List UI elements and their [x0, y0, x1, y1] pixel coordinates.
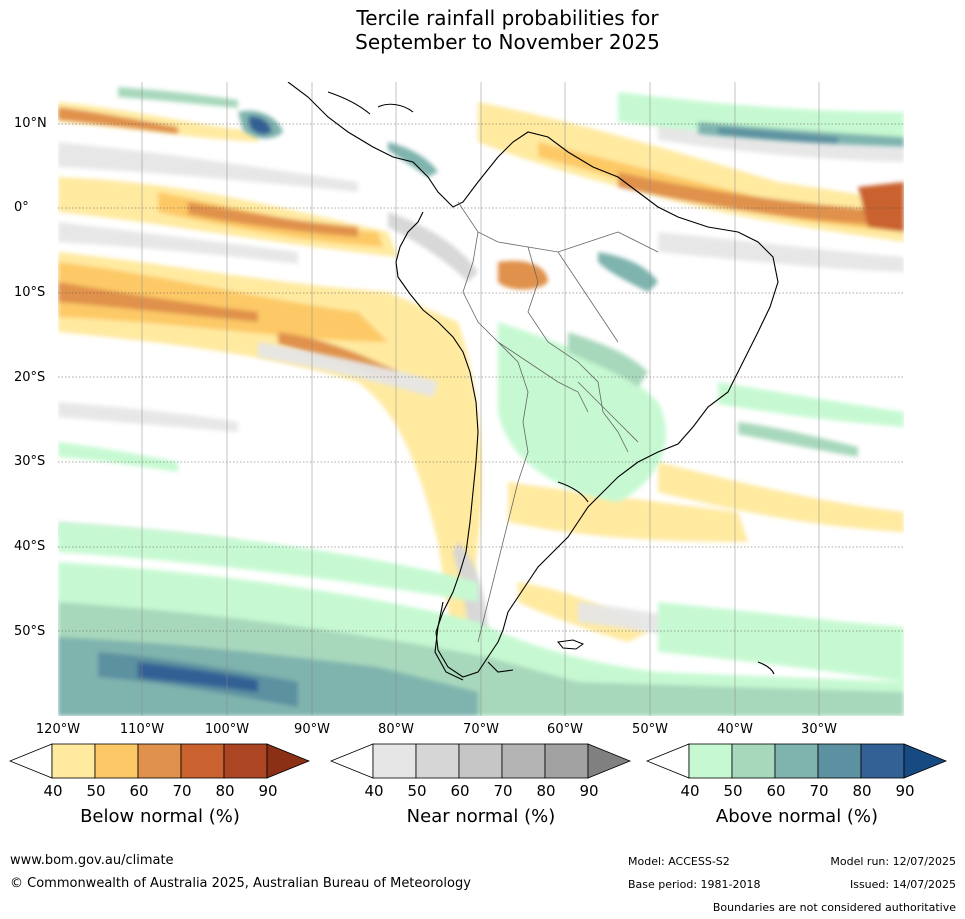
country-borders: [457, 201, 659, 643]
tick-label: 50: [86, 782, 106, 800]
above-normal-high-extension: [903, 743, 948, 779]
lon-label-30w: 30°W: [801, 722, 837, 737]
rainfall-probability-map: [58, 82, 904, 716]
footer-copyright: © Commonwealth of Australia 2025, Austra…: [10, 876, 471, 891]
tick-label: 80: [852, 782, 872, 800]
colorbar-near-title: Near normal (%): [406, 806, 556, 827]
footer-issued: Issued: 14/07/2025: [849, 878, 956, 891]
tick-label: 80: [215, 782, 235, 800]
above-normal-bin-2: [731, 743, 776, 779]
lon-label-110w: 110°W: [119, 722, 165, 737]
lon-label-120w: 120°W: [35, 722, 81, 737]
lat-label-50s: 50°S: [14, 624, 46, 639]
coastline: [287, 82, 779, 681]
lon-label-50w: 50°W: [632, 722, 668, 737]
below-normal-bin-2: [94, 743, 139, 779]
near-normal-low-extension: [330, 743, 374, 779]
below-normal-low-extension: [9, 743, 53, 779]
tick-label: 40: [364, 782, 384, 800]
colorbar-near-normal: [330, 743, 632, 779]
lon-label-70w: 70°W: [463, 722, 499, 737]
lat-label-20s: 20°S: [14, 370, 46, 385]
lat-label-10n: 10°N: [14, 116, 47, 131]
map-title: Tercile rainfall probabilities for Septe…: [0, 6, 965, 54]
near-normal-bin-3: [458, 743, 503, 779]
footer-model: Model: ACCESS-S2: [628, 855, 730, 868]
lat-label-30s: 30°S: [14, 454, 46, 469]
tick-label: 70: [172, 782, 192, 800]
below-normal-high-extension: [266, 743, 311, 779]
tick-label: 90: [258, 782, 278, 800]
above-normal-bin-4: [817, 743, 862, 779]
below-normal-bin-4: [180, 743, 225, 779]
above-normal-bin-3: [774, 743, 819, 779]
near-normal-bin-2: [415, 743, 460, 779]
near-normal-bin-4: [501, 743, 546, 779]
tick-label: 40: [680, 782, 700, 800]
lon-label-100w: 100°W: [204, 722, 250, 737]
tick-label: 70: [809, 782, 829, 800]
tick-label: 60: [766, 782, 786, 800]
near-normal-bin-1: [372, 743, 417, 779]
tick-label: 50: [723, 782, 743, 800]
above-normal-bin-5: [860, 743, 905, 779]
tick-label: 90: [895, 782, 915, 800]
footer-model-run: Model run: 12/07/2025: [830, 855, 956, 868]
map-canvas: [58, 82, 904, 716]
lon-label-90w: 90°W: [294, 722, 330, 737]
tick-label: 90: [579, 782, 599, 800]
tick-label: 70: [493, 782, 513, 800]
footer-base-period: Base period: 1981-2018: [628, 878, 761, 891]
below-normal-shading: [58, 102, 904, 642]
tick-label: 60: [450, 782, 470, 800]
colorbar-above-title: Above normal (%): [715, 806, 879, 827]
lat-label-40s: 40°S: [14, 539, 46, 554]
below-normal-bin-1: [51, 743, 96, 779]
colorbar-below-title: Below normal (%): [80, 806, 240, 827]
tick-label: 60: [129, 782, 149, 800]
lon-label-80w: 80°W: [378, 722, 414, 737]
tick-label: 40: [43, 782, 63, 800]
graticule: [58, 123, 904, 632]
footer-website: www.bom.gov.au/climate: [10, 853, 174, 868]
tick-label: 50: [407, 782, 427, 800]
below-normal-bin-3: [137, 743, 182, 779]
tick-label: 80: [536, 782, 556, 800]
colorbar-above-normal: [646, 743, 948, 779]
below-normal-bin-5: [223, 743, 268, 779]
above-normal-low-extension: [646, 743, 690, 779]
footer-boundaries-note: Boundaries are not considered authoritat…: [712, 901, 956, 914]
meridians: [141, 82, 820, 716]
lat-label-10s: 10°S: [14, 285, 46, 300]
above-normal-bin-1: [688, 743, 733, 779]
near-normal-high-extension: [587, 743, 632, 779]
colorbar-below-normal: [9, 743, 311, 779]
lon-label-60w: 60°W: [547, 722, 583, 737]
falkland-islands: [557, 639, 585, 650]
lon-label-40w: 40°W: [717, 722, 753, 737]
title-line-1: Tercile rainfall probabilities for: [356, 6, 659, 30]
near-normal-bin-5: [544, 743, 589, 779]
lat-label-0: 0°: [14, 200, 29, 215]
title-line-2: September to November 2025: [355, 30, 660, 54]
